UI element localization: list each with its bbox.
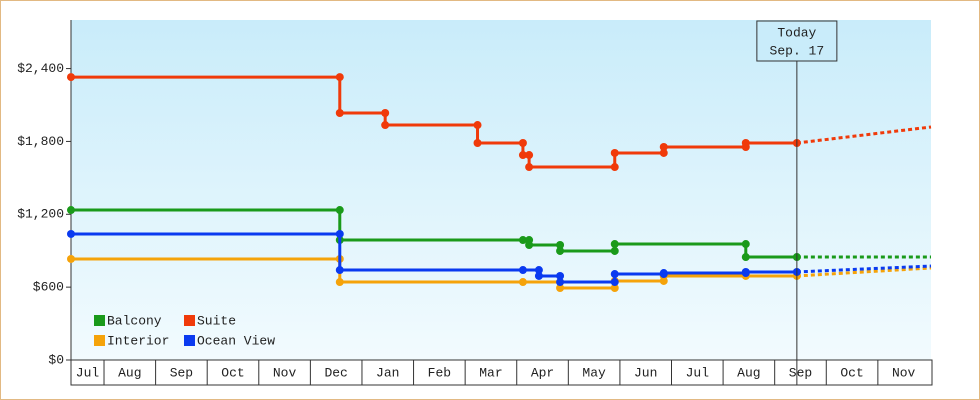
data-point — [335, 278, 344, 287]
legend-swatch — [184, 335, 195, 346]
y-tick-label: $1,800 — [17, 134, 64, 149]
x-tick-label: Dec — [324, 365, 347, 380]
data-point — [67, 254, 75, 263]
x-tick-label: Jan — [376, 365, 399, 380]
data-point — [335, 109, 344, 118]
x-tick-label: Sep — [789, 365, 812, 380]
forecast-line — [796, 266, 932, 278]
x-tick-label: Nov — [273, 365, 297, 380]
data-point — [525, 241, 534, 250]
data-point — [610, 270, 619, 279]
data-point — [335, 73, 344, 82]
data-point — [518, 151, 527, 160]
x-tick-label: Sep — [170, 365, 193, 380]
data-point — [556, 271, 565, 280]
data-point — [473, 139, 482, 148]
data-point — [741, 267, 750, 276]
legend-label: Suite — [197, 313, 236, 328]
legend-swatch — [94, 335, 105, 346]
x-tick-label: Jun — [634, 365, 657, 380]
data-point — [67, 73, 75, 82]
data-point — [659, 143, 668, 152]
data-point — [556, 241, 565, 250]
data-point — [67, 206, 75, 215]
x-tick-label: Nov — [892, 365, 916, 380]
legend-label: Ocean View — [197, 333, 275, 348]
data-point — [610, 283, 619, 292]
data-point — [610, 148, 619, 157]
y-tick-label: $1,200 — [17, 207, 64, 222]
y-tick-label: $0 — [48, 352, 64, 367]
data-point — [741, 139, 750, 148]
data-point — [741, 253, 750, 262]
x-axis-strip — [70, 359, 933, 386]
data-point — [518, 266, 527, 275]
x-tick-label: Jul — [686, 365, 710, 380]
y-tick-label: $600 — [33, 280, 64, 295]
legend-swatch — [184, 315, 195, 326]
today-label: Sep. 17 — [770, 43, 825, 58]
data-point — [381, 109, 390, 118]
legend-swatch — [94, 315, 105, 326]
data-point — [556, 278, 565, 287]
data-point — [335, 206, 344, 215]
data-point — [525, 163, 534, 172]
data-point — [610, 246, 619, 255]
data-point — [335, 229, 344, 238]
x-tick-label: Oct — [840, 365, 863, 380]
data-point — [525, 151, 534, 160]
data-point — [610, 240, 619, 249]
data-point — [610, 163, 619, 172]
forecast-line — [796, 264, 932, 274]
x-tick-label: Aug — [118, 365, 141, 380]
data-point — [518, 236, 527, 245]
legend-label: Balcony — [107, 313, 162, 328]
today-box — [756, 20, 838, 62]
data-point — [659, 148, 668, 157]
x-tick-label: Apr — [531, 365, 554, 380]
x-tick-label: May — [582, 365, 606, 380]
x-tick-label: Feb — [428, 365, 451, 380]
data-point — [473, 121, 482, 130]
legend-label: Interior — [107, 333, 169, 348]
data-point — [659, 269, 668, 278]
data-point — [67, 229, 75, 238]
data-point — [556, 283, 565, 292]
today-label: Today — [777, 25, 816, 40]
data-point — [381, 121, 390, 130]
x-tick-label: Aug — [737, 365, 760, 380]
data-point — [556, 246, 565, 255]
data-point — [534, 271, 543, 280]
data-point — [518, 139, 527, 148]
data-point — [610, 278, 619, 287]
plot-area — [71, 20, 931, 360]
data-point — [534, 266, 543, 275]
x-tick-label: Oct — [221, 365, 244, 380]
forecast-line — [796, 125, 932, 145]
y-tick-label: $2,400 — [17, 61, 64, 76]
data-point — [335, 266, 344, 275]
data-point — [518, 278, 527, 287]
x-tick-label: Mar — [479, 365, 502, 380]
data-point — [741, 240, 750, 249]
x-tick-label: Jul — [76, 365, 100, 380]
